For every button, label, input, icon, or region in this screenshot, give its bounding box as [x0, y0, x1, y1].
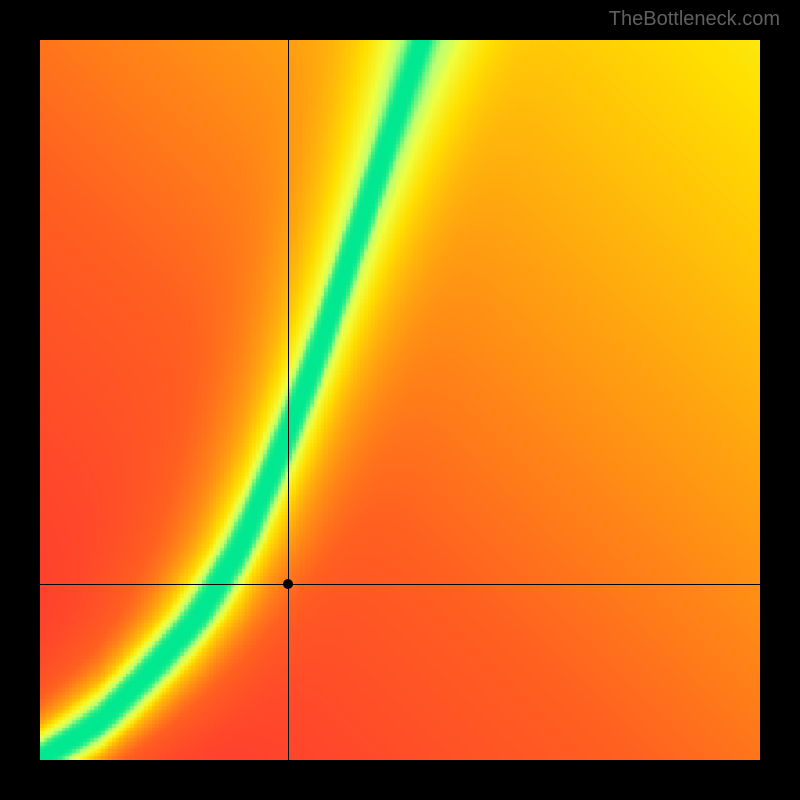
crosshair-vertical: [288, 40, 289, 760]
heatmap-canvas: [40, 40, 760, 760]
heatmap-chart: [40, 40, 760, 760]
data-point-marker: [283, 579, 293, 589]
watermark-text: TheBottleneck.com: [609, 8, 780, 31]
crosshair-horizontal: [40, 584, 760, 585]
